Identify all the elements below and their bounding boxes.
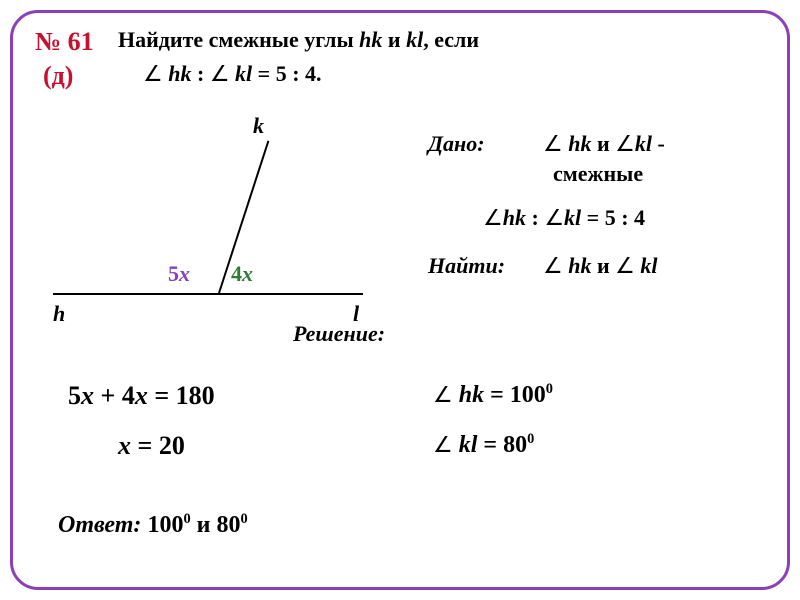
given-line1: ∠ hk и ∠kl - bbox=[543, 131, 665, 157]
problem-number: № 61 bbox=[35, 27, 94, 57]
angle-icon: ∠ bbox=[143, 61, 163, 86]
angle-icon: ∠ bbox=[483, 205, 503, 230]
line-hl bbox=[53, 293, 363, 295]
given-label: Дано: bbox=[428, 131, 485, 157]
find-text: ∠ hk и ∠ kl bbox=[543, 253, 658, 279]
given-ratio: ∠hk : ∠kl = 5 : 4 bbox=[483, 205, 645, 231]
task-ratio: ∠ hk : ∠ kl = 5 : 4. bbox=[143, 61, 322, 87]
solution-res1: ∠ hk = 1000 bbox=[433, 381, 553, 409]
find-label: Найти: bbox=[428, 253, 505, 279]
angle-icon: ∠ bbox=[543, 131, 563, 156]
label-5x: 5x bbox=[168, 261, 190, 287]
angle-icon: ∠ bbox=[615, 131, 635, 156]
solution-label: Решение: bbox=[293, 321, 385, 347]
solution-eq1: 5x + 4x = 180 bbox=[68, 381, 215, 411]
label-k: k bbox=[253, 113, 264, 139]
angle-icon: ∠ bbox=[544, 205, 564, 230]
given-line2: смежные bbox=[553, 161, 643, 187]
label-4x: 4x bbox=[231, 261, 253, 287]
solution-res2: ∠ kl = 800 bbox=[433, 431, 534, 459]
label-h: h bbox=[53, 301, 65, 327]
angle-icon: ∠ bbox=[433, 432, 453, 457]
card-frame: № 61 (д) Найдите смежные углы hk и kl, е… bbox=[10, 10, 790, 590]
problem-sub: (д) bbox=[43, 61, 73, 91]
angle-icon: ∠ bbox=[210, 61, 230, 86]
angle-icon: ∠ bbox=[615, 253, 635, 278]
solution-eq2: x = 20 bbox=[118, 431, 185, 461]
answer: Ответ: 1000 и 800 bbox=[58, 511, 248, 539]
angle-icon: ∠ bbox=[433, 382, 453, 407]
angle-icon: ∠ bbox=[543, 253, 563, 278]
task-line1: Найдите смежные углы hk и kl, если bbox=[118, 27, 479, 53]
